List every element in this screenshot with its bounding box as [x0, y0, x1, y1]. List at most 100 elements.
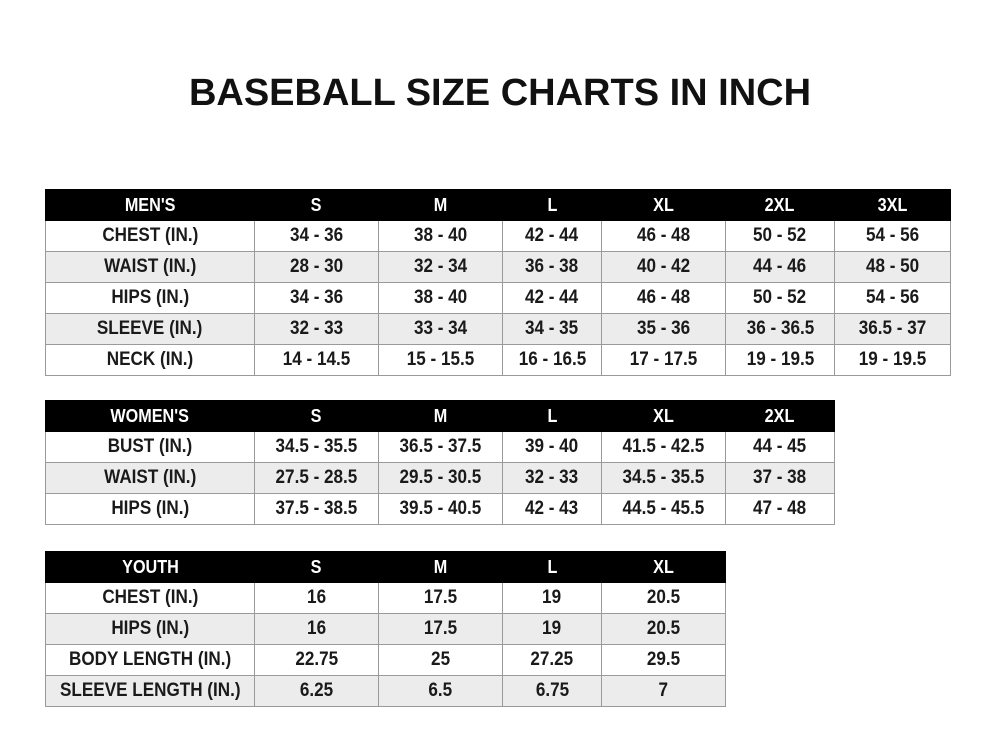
cell-text: 47 - 48 [753, 498, 807, 519]
table-cell: 16 - 16.5 [502, 344, 602, 376]
cell-text: 41.5 - 42.5 [622, 436, 705, 457]
cell-text: 29.5 [646, 649, 681, 670]
table-cell: 38 - 40 [378, 220, 503, 252]
cell-text: 27.5 - 28.5 [275, 467, 358, 488]
measurement-label: CHEST (IN.) [45, 582, 255, 614]
size-header: S [254, 400, 379, 432]
table-cell: 37.5 - 38.5 [254, 493, 379, 525]
cell-text: 34 - 36 [289, 225, 344, 246]
table-cell: 17.5 [378, 613, 503, 645]
table-cell: 34.5 - 35.5 [601, 462, 726, 494]
cell-text: 46 - 48 [636, 225, 691, 246]
cell-text: YOUTH [121, 556, 179, 577]
table-cell: 44 - 45 [725, 431, 835, 463]
table-cell: 39 - 40 [502, 431, 602, 463]
table-cell: 36 - 38 [502, 251, 602, 283]
table-cell: 15 - 15.5 [378, 344, 503, 376]
table-row: HIPS (IN.) 34 - 36 38 - 40 42 - 44 46 - 48 50… [45, 282, 951, 314]
table-row: BODY LENGTH (IN.) 22.75 25 27.25 29.5 [45, 644, 726, 676]
cell-text: BODY LENGTH (IN.) [68, 649, 232, 670]
cell-text: 17 - 17.5 [629, 349, 698, 370]
cell-text: XL [653, 194, 674, 215]
womens-size-table: WOMEN'S S M L XL 2XL BUST (IN.) 34.5 - 35.5 36.5… [45, 400, 835, 525]
page-title: BASEBALL SIZE CHARTS IN INCH [188, 72, 812, 114]
cell-text: WAIST (IN.) [103, 256, 197, 277]
cell-text: 36 - 36.5 [746, 318, 814, 339]
table-cell: 47 - 48 [725, 493, 835, 525]
cell-text: 19 - 19.5 [746, 349, 814, 370]
cell-text: 20.5 [646, 587, 681, 608]
table-category-header: MEN'S [45, 189, 255, 221]
measurement-label: WAIST (IN.) [45, 251, 255, 283]
table-cell: 36.5 - 37.5 [378, 431, 503, 463]
table-cell: 17 - 17.5 [601, 344, 726, 376]
table-cell: 27.5 - 28.5 [254, 462, 379, 494]
size-header: M [378, 551, 503, 583]
table-cell: 29.5 [601, 644, 726, 676]
table-cell: 42 - 44 [502, 220, 602, 252]
cell-text: 20.5 [646, 618, 681, 639]
table-cell: 27.25 [502, 644, 602, 676]
cell-text: 54 - 56 [865, 225, 920, 246]
table-category-header: YOUTH [45, 551, 255, 583]
size-header: 3XL [834, 189, 951, 221]
size-header: XL [601, 551, 726, 583]
table-cell: 14 - 14.5 [254, 344, 379, 376]
cell-text: CHEST (IN.) [102, 225, 198, 246]
table-cell: 20.5 [601, 613, 726, 645]
cell-text: 28 - 30 [289, 256, 344, 277]
size-header: 2XL [725, 400, 835, 432]
cell-text: 2XL [765, 405, 795, 426]
table-cell: 50 - 52 [725, 220, 835, 252]
cell-text: 32 - 33 [289, 318, 344, 339]
cell-text: 54 - 56 [865, 287, 920, 308]
cell-text: 19 [542, 618, 562, 639]
cell-text: 2XL [765, 194, 795, 215]
table-row: HIPS (IN.) 16 17.5 19 20.5 [45, 613, 726, 645]
cell-text: 36 - 38 [525, 256, 579, 277]
cell-text: WAIST (IN.) [103, 467, 197, 488]
cell-text: 6.75 [535, 680, 569, 701]
cell-text: 32 - 34 [413, 256, 468, 277]
size-header: XL [601, 400, 726, 432]
table-row: SLEEVE LENGTH (IN.) 6.25 6.5 6.75 7 [45, 675, 726, 707]
cell-text: MEN'S [124, 194, 176, 215]
table-cell: 34 - 36 [254, 220, 379, 252]
cell-text: 34 - 36 [289, 287, 344, 308]
table-cell: 32 - 33 [502, 462, 602, 494]
measurement-label: HIPS (IN.) [45, 493, 255, 525]
cell-text: 36.5 - 37.5 [399, 436, 482, 457]
cell-text: S [311, 194, 322, 215]
cell-text: 34.5 - 35.5 [622, 467, 705, 488]
size-header: S [254, 551, 379, 583]
table-cell: 19 - 19.5 [725, 344, 835, 376]
measurement-label: WAIST (IN.) [45, 462, 255, 494]
cell-text: 22.75 [295, 649, 338, 670]
cell-text: 17.5 [423, 618, 458, 639]
table-cell: 42 - 44 [502, 282, 602, 314]
cell-text: CHEST (IN.) [102, 587, 198, 608]
table-category-header: WOMEN'S [45, 400, 255, 432]
table-row: WAIST (IN.) 27.5 - 28.5 29.5 - 30.5 32 - 33… [45, 462, 835, 494]
cell-text: 3XL [877, 194, 908, 215]
cell-text: 6.5 [428, 680, 453, 701]
cell-text: M [433, 405, 448, 426]
table-cell: 16 [254, 582, 379, 614]
cell-text: 42 - 43 [525, 498, 579, 519]
measurement-label: SLEEVE LENGTH (IN.) [45, 675, 255, 707]
table-cell: 44 - 46 [725, 251, 835, 283]
table-cell: 34.5 - 35.5 [254, 431, 379, 463]
cell-text: 32 - 33 [525, 467, 579, 488]
table-cell: 46 - 48 [601, 282, 726, 314]
header-row: WOMEN'S S M L XL 2XL [45, 400, 835, 432]
table-cell: 7 [601, 675, 726, 707]
measurement-label: CHEST (IN.) [45, 220, 255, 252]
size-header: XL [601, 189, 726, 221]
cell-text: L [547, 194, 557, 215]
table-cell: 16 [254, 613, 379, 645]
cell-text: M [433, 556, 448, 577]
cell-text: L [547, 556, 557, 577]
table-cell: 35 - 36 [601, 313, 726, 345]
table-row: NECK (IN.) 14 - 14.5 15 - 15.5 16 - 16.5 17 … [45, 344, 951, 376]
table-cell: 46 - 48 [601, 220, 726, 252]
